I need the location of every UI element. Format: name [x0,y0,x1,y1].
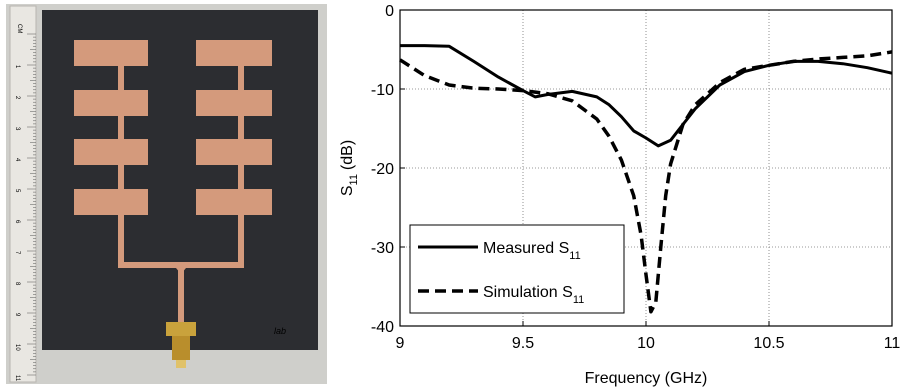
legend: Measured S11 Simulation S11 [409,224,625,314]
legend-label-simulation: Simulation S11 [483,284,584,306]
patch-right-3 [196,139,272,165]
x-tick-label: 11 [884,335,901,352]
y-axis: 0 -10 -20 -30 -40 [371,3,405,336]
y-tick-label: -40 [371,319,394,336]
y-tick-label: -30 [371,240,394,257]
feed-line-right [238,64,244,268]
y-tick-label: -20 [371,161,394,178]
patch-left-4 [74,189,148,215]
ruler-number: 1 [14,65,20,69]
patch-right-1 [196,40,272,66]
series-line-simulation [399,50,893,314]
x-tick-label: 10 [637,335,655,352]
ruler-number: 5 [14,189,20,193]
sma-connector [166,322,196,368]
y-tick-label: -10 [371,82,394,99]
legend-label-measured: Measured S11 [483,240,581,262]
patch-right-2 [196,90,272,116]
x-tick-label: 10.5 [753,335,784,352]
y-tick-label: 0 [385,3,394,20]
ruler-number: 7 [14,251,20,255]
ruler-number: 11 [14,375,20,382]
ruler-number: 8 [14,282,20,286]
antenna-copper [74,40,272,326]
x-tick-label: 9 [396,335,405,352]
y-axis-label: S11(dB) [339,140,360,196]
ruler-number: 4 [14,158,20,162]
patch-left-2 [74,90,148,116]
ruler-unit-label: CM [16,24,22,33]
series-layer [399,44,893,314]
feed-line-left [118,64,124,268]
patch-left-1 [74,40,148,66]
legend-box [409,224,625,314]
x-tick-label: 9.5 [512,335,534,352]
ruler: CM 1 2 3 4 5 6 7 8 9 10 11 [9,5,37,383]
x-axis: 9 9.5 10 10.5 11 [396,321,901,352]
patch-left-3 [74,139,148,165]
ruler-number: 3 [14,127,20,131]
patch-right-4 [196,189,272,215]
x-axis-label: Frequency (GHz) [585,370,708,387]
board-marking: lab [274,326,286,336]
ruler-number: 2 [14,96,20,100]
s11-chart: 9 9.5 10 10.5 11 0 -10 -20 -30 -40 Frequency (GH… [339,3,901,387]
antenna-photo: CM 1 2 3 4 5 6 7 8 9 10 11 lab [6,4,327,384]
ruler-number: 10 [14,344,20,351]
ruler-number: 6 [14,220,20,224]
feed-line-main [178,266,184,326]
ruler-number: 9 [14,313,20,317]
